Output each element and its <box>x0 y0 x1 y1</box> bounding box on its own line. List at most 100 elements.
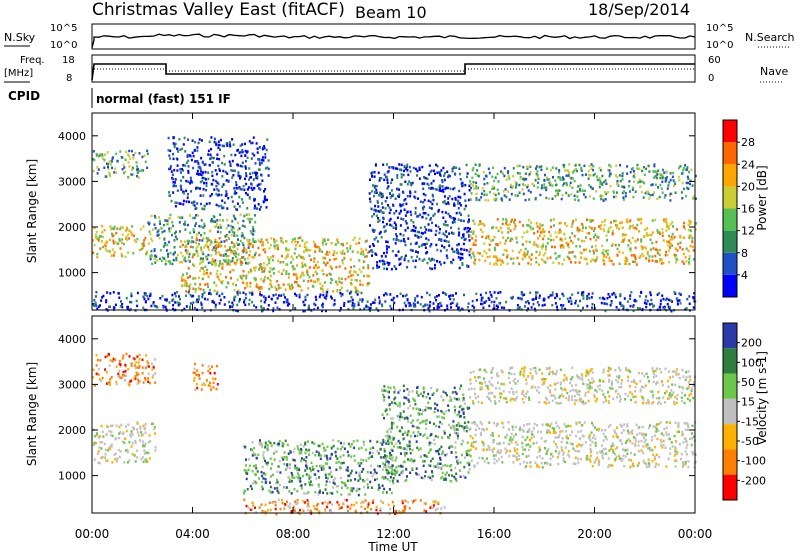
echo-cell <box>272 307 275 310</box>
echo-cell <box>187 138 189 141</box>
echo-cell <box>388 211 391 215</box>
echo-cell <box>541 304 544 307</box>
echo-cell <box>403 396 406 399</box>
echo-cell <box>468 184 471 188</box>
echo-cell <box>156 234 159 237</box>
echo-cell <box>561 176 564 179</box>
echo-cell <box>579 309 582 313</box>
echo-cell <box>133 377 136 380</box>
echo-cell <box>269 457 272 460</box>
echo-cell <box>628 227 631 230</box>
echo-cell <box>143 154 146 157</box>
echo-cell <box>447 409 450 412</box>
echo-cell <box>280 272 283 276</box>
echo-cell <box>306 293 309 297</box>
echo-cell <box>228 160 231 163</box>
echo-cell <box>638 178 641 181</box>
echo-cell <box>253 230 256 233</box>
echo-cell <box>278 308 281 311</box>
echo-cell <box>687 177 690 180</box>
echo-cell <box>419 455 422 458</box>
echo-cell <box>398 441 401 445</box>
echo-cell <box>403 258 406 262</box>
echo-cell <box>425 228 428 231</box>
echo-cell <box>406 182 409 186</box>
echo-cell <box>371 254 373 257</box>
echo-cell <box>588 249 591 253</box>
echo-cell <box>96 434 99 437</box>
echo-cell <box>334 450 337 454</box>
echo-cell <box>691 236 694 240</box>
echo-cell <box>111 157 114 160</box>
echo-cell <box>321 241 324 244</box>
echo-cell <box>207 248 210 251</box>
echo-cell <box>647 164 650 168</box>
echo-cell <box>210 219 212 223</box>
echo-cell <box>286 301 289 304</box>
echo-cell <box>289 463 292 466</box>
echo-cell <box>481 302 484 306</box>
echo-cell <box>373 194 375 198</box>
echo-cell <box>266 448 269 452</box>
echo-cell <box>277 284 280 287</box>
echo-cell <box>614 244 617 247</box>
echo-cell <box>412 166 415 170</box>
echo-cell <box>383 465 385 468</box>
echo-cell <box>367 266 370 270</box>
echo-cell <box>370 249 373 252</box>
echo-cell <box>249 285 252 288</box>
echo-cell <box>417 236 420 239</box>
echo-cell <box>433 402 436 405</box>
echo-cell <box>267 304 270 307</box>
echo-cell <box>196 169 199 173</box>
echo-cell <box>110 254 113 257</box>
echo-cell <box>411 228 414 232</box>
echo-cell <box>549 168 552 172</box>
echo-cell <box>497 192 500 195</box>
echo-cell <box>169 251 172 255</box>
echo-cell <box>364 240 367 243</box>
noise-left-tick-top: 10^5 <box>50 23 77 34</box>
echo-cell <box>692 195 695 198</box>
echo-cell <box>256 470 259 473</box>
echo-cell <box>429 464 432 468</box>
echo-cell <box>390 417 393 420</box>
echo-cell <box>490 239 492 242</box>
echo-cell <box>467 214 470 217</box>
echo-cell <box>444 453 447 457</box>
echo-cell <box>250 141 253 145</box>
echo-cell <box>153 249 156 253</box>
echo-cell <box>665 297 668 301</box>
echo-cell <box>392 296 395 300</box>
echo-cell <box>298 452 301 455</box>
echo-cell <box>286 443 289 447</box>
echo-cell <box>138 366 141 369</box>
echo-cell <box>295 273 298 276</box>
echo-cell <box>464 402 467 405</box>
echo-cell <box>443 199 446 203</box>
echo-cell <box>676 228 678 231</box>
echo-cell <box>479 293 482 297</box>
echo-cell <box>321 243 324 246</box>
echo-cell <box>257 203 260 206</box>
echo-cell <box>123 461 126 464</box>
echo-cell <box>450 468 453 472</box>
echo-cell <box>312 240 315 244</box>
echo-cell <box>151 239 154 243</box>
echo-cell <box>643 173 646 177</box>
echo-cell <box>243 489 246 493</box>
echo-cell <box>591 219 594 222</box>
echo-cell <box>408 400 411 403</box>
echo-cell <box>436 171 439 174</box>
echo-cell <box>567 170 570 174</box>
echo-cell <box>208 288 211 292</box>
echo-cell <box>337 485 340 488</box>
echo-cell <box>456 251 459 254</box>
echo-cell <box>488 262 491 265</box>
echo-cell <box>154 449 157 452</box>
echo-cell <box>261 488 264 492</box>
echo-cell <box>130 379 133 382</box>
echo-cell <box>115 380 118 384</box>
echo-cell <box>358 241 361 245</box>
echo-cell <box>652 170 655 173</box>
